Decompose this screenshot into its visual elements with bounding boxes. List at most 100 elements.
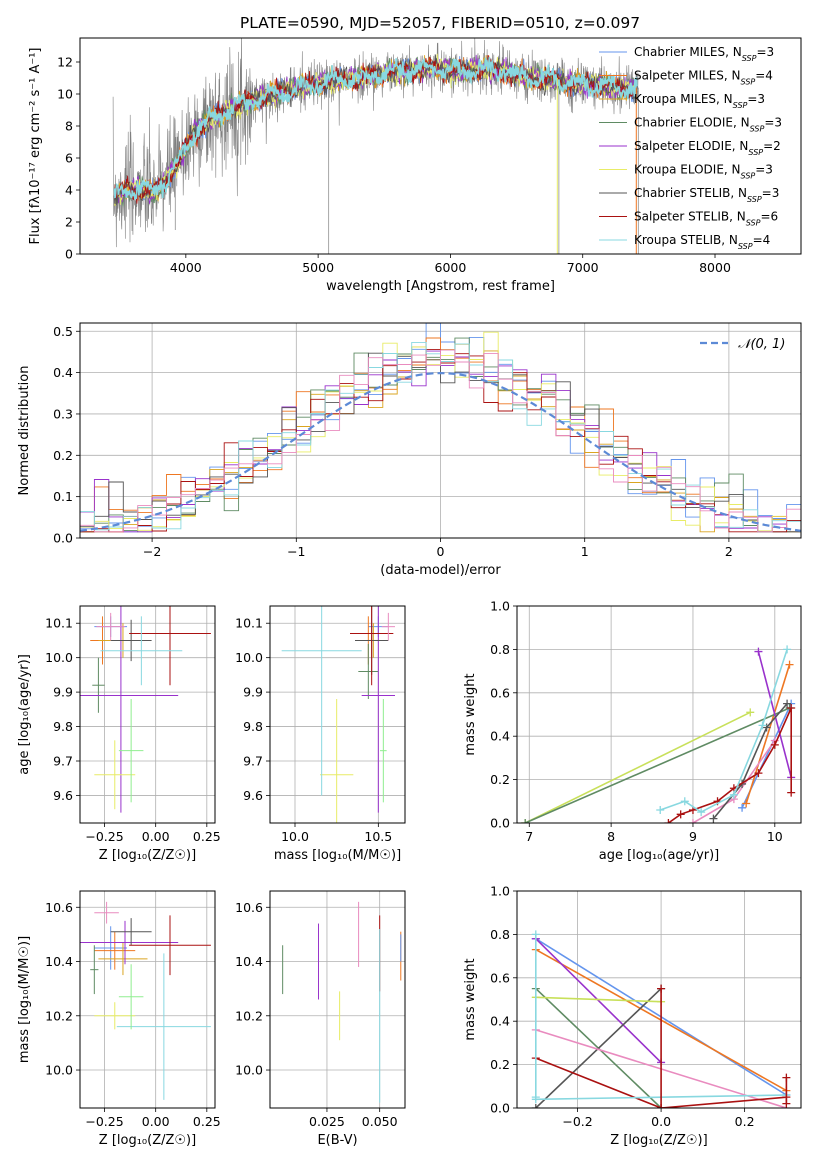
errorbar-point (358, 643, 379, 699)
plot-area (282, 901, 402, 1103)
y-tick-label: 9.6 (243, 788, 263, 803)
weight-series (757, 651, 792, 778)
plot-area (80, 606, 211, 813)
errorbar-point (380, 699, 387, 803)
weight-marker (697, 808, 706, 817)
x-tick-label: 0.25 (193, 1114, 221, 1129)
errorbar-point (129, 606, 211, 686)
weight-series (524, 707, 790, 823)
weight-marker (521, 819, 530, 823)
weight-marker (688, 819, 697, 823)
model-kroupa-stelib (113, 56, 638, 200)
weight-marker (531, 930, 540, 939)
y-tick-label: 9.8 (243, 719, 263, 734)
weight-series (535, 996, 662, 1003)
plot-area (80, 323, 801, 538)
weight-marker (656, 805, 665, 814)
x-axis-label: mass [log₁₀(M/M☉)] (274, 848, 401, 863)
y-tick-label: 0.4 (490, 729, 510, 744)
x-tick-label: 7000 (567, 260, 599, 275)
histogram-pink (80, 349, 801, 538)
errorbar-point (381, 612, 395, 641)
x-tick-label: 5000 (302, 260, 334, 275)
y-tick-label: 0.8 (490, 927, 510, 942)
y-tick-label: 0.6 (490, 685, 510, 700)
weight-series (524, 711, 751, 823)
legend-entry: Kroupa MILES, NSSP=3 (634, 92, 765, 110)
x-tick-label: 0.2 (735, 1114, 755, 1129)
weight-marker (657, 984, 666, 993)
errorbar-point (118, 964, 144, 1030)
errorbar-point (100, 616, 183, 686)
x-tick-label: 1 (581, 544, 589, 559)
plot-area (80, 901, 211, 1100)
weight-marker (709, 814, 718, 823)
weight-marker (782, 1073, 791, 1082)
weight-marker (762, 723, 771, 732)
legend: Chabrier MILES, NSSP=3 Salpeter MILES, NS… (599, 45, 782, 251)
y-tick-label: 10 (57, 87, 73, 102)
errorbar-point (94, 931, 136, 970)
x-tick-label: 9 (689, 829, 697, 844)
legend: 𝒩(0, 1) (700, 337, 785, 352)
weight-marker (758, 721, 767, 730)
errorbar-point (92, 657, 105, 713)
y-tick-label: 0.3 (53, 406, 73, 421)
plot-area (281, 606, 395, 823)
weight-marker (787, 703, 796, 712)
y-tick-label: 4 (65, 183, 73, 198)
legend-entry: Kroupa STELIB, NSSP=4 (634, 233, 770, 251)
plot-area (531, 930, 791, 1108)
y-tick-label: 0.0 (490, 816, 510, 831)
weight-marker (754, 769, 763, 778)
x-tick-label: −1 (287, 544, 305, 559)
errorbar-point (110, 918, 152, 946)
panel-weight-vs-age: 7 8 9 10 0.0 0.2 0.4 0.6 0.8 1.0 age [log₁₀(age/yr… (463, 599, 802, 863)
x-tick-label: 0.050 (362, 1114, 398, 1129)
y-tick-label: 9.7 (53, 754, 73, 769)
x-axis-label: Z [log₁₀(Z/Z☉)] (610, 1133, 707, 1148)
x-tick-label: −2 (143, 544, 161, 559)
panel-age-vs-mass: 10.0 10.5 9.6 9.7 9.8 9.9 10.0 10.1 mass [log₁₀(… (235, 605, 406, 863)
y-tick-label: 0 (65, 247, 73, 262)
legend-entry: 𝒩(0, 1) (738, 337, 785, 352)
x-axis-label: (data-model)/error (380, 563, 501, 578)
x-tick-label: −0.25 (85, 1114, 123, 1129)
axes-frame (79, 322, 802, 539)
y-tick-label: 9.6 (53, 788, 73, 803)
legend-entry: Chabrier STELIB, NSSP=3 (634, 186, 779, 204)
y-tick-label: 0.0 (53, 531, 73, 546)
legend-entry: Chabrier MILES, NSSP=3 (634, 45, 774, 63)
y-tick-label: 0.5 (53, 324, 73, 339)
errorbar-point (110, 619, 152, 662)
weight-marker (657, 1104, 666, 1108)
y-tick-label: 12 (57, 55, 73, 70)
x-tick-label: 10.5 (364, 829, 392, 844)
panel-mass-vs-ebv: 0.025 0.050 10.0 10.2 10.4 10.6 E(B-V) (235, 890, 406, 1148)
y-tick-label: 8 (65, 119, 73, 134)
y-tick-label: 10.1 (235, 616, 263, 631)
x-tick-label: 8000 (699, 260, 731, 275)
weight-marker (531, 1093, 540, 1102)
weight-marker (783, 645, 792, 654)
axes-frame (269, 605, 406, 824)
weight-marker (531, 1104, 540, 1108)
weight-marker (742, 799, 751, 808)
y-tick-label: 0.4 (490, 1014, 510, 1029)
x-axis-label: age [log₁₀(age/yr)] (599, 848, 720, 863)
y-tick-label: 10.2 (45, 1008, 73, 1023)
errorbar-point (94, 740, 136, 810)
errorbar-point (350, 606, 394, 686)
y-axis-label: Normed distribution (17, 366, 32, 496)
figure-title: PLATE=0590, MJD=52057, FIBERID=0510, z=0… (240, 14, 640, 32)
errorbar-point (281, 606, 362, 796)
errorbar-point (320, 699, 354, 823)
errorbar-point (118, 699, 144, 803)
y-tick-label: 10.2 (235, 1008, 263, 1023)
y-axis-label: mass [log₁₀(M/M☉)] (17, 936, 32, 1063)
x-tick-label: 6000 (435, 260, 467, 275)
y-tick-label: 10.0 (45, 1063, 73, 1078)
x-axis-label: wavelength [Angstrom, rest frame] (326, 279, 555, 294)
errorbar-point (94, 926, 128, 970)
